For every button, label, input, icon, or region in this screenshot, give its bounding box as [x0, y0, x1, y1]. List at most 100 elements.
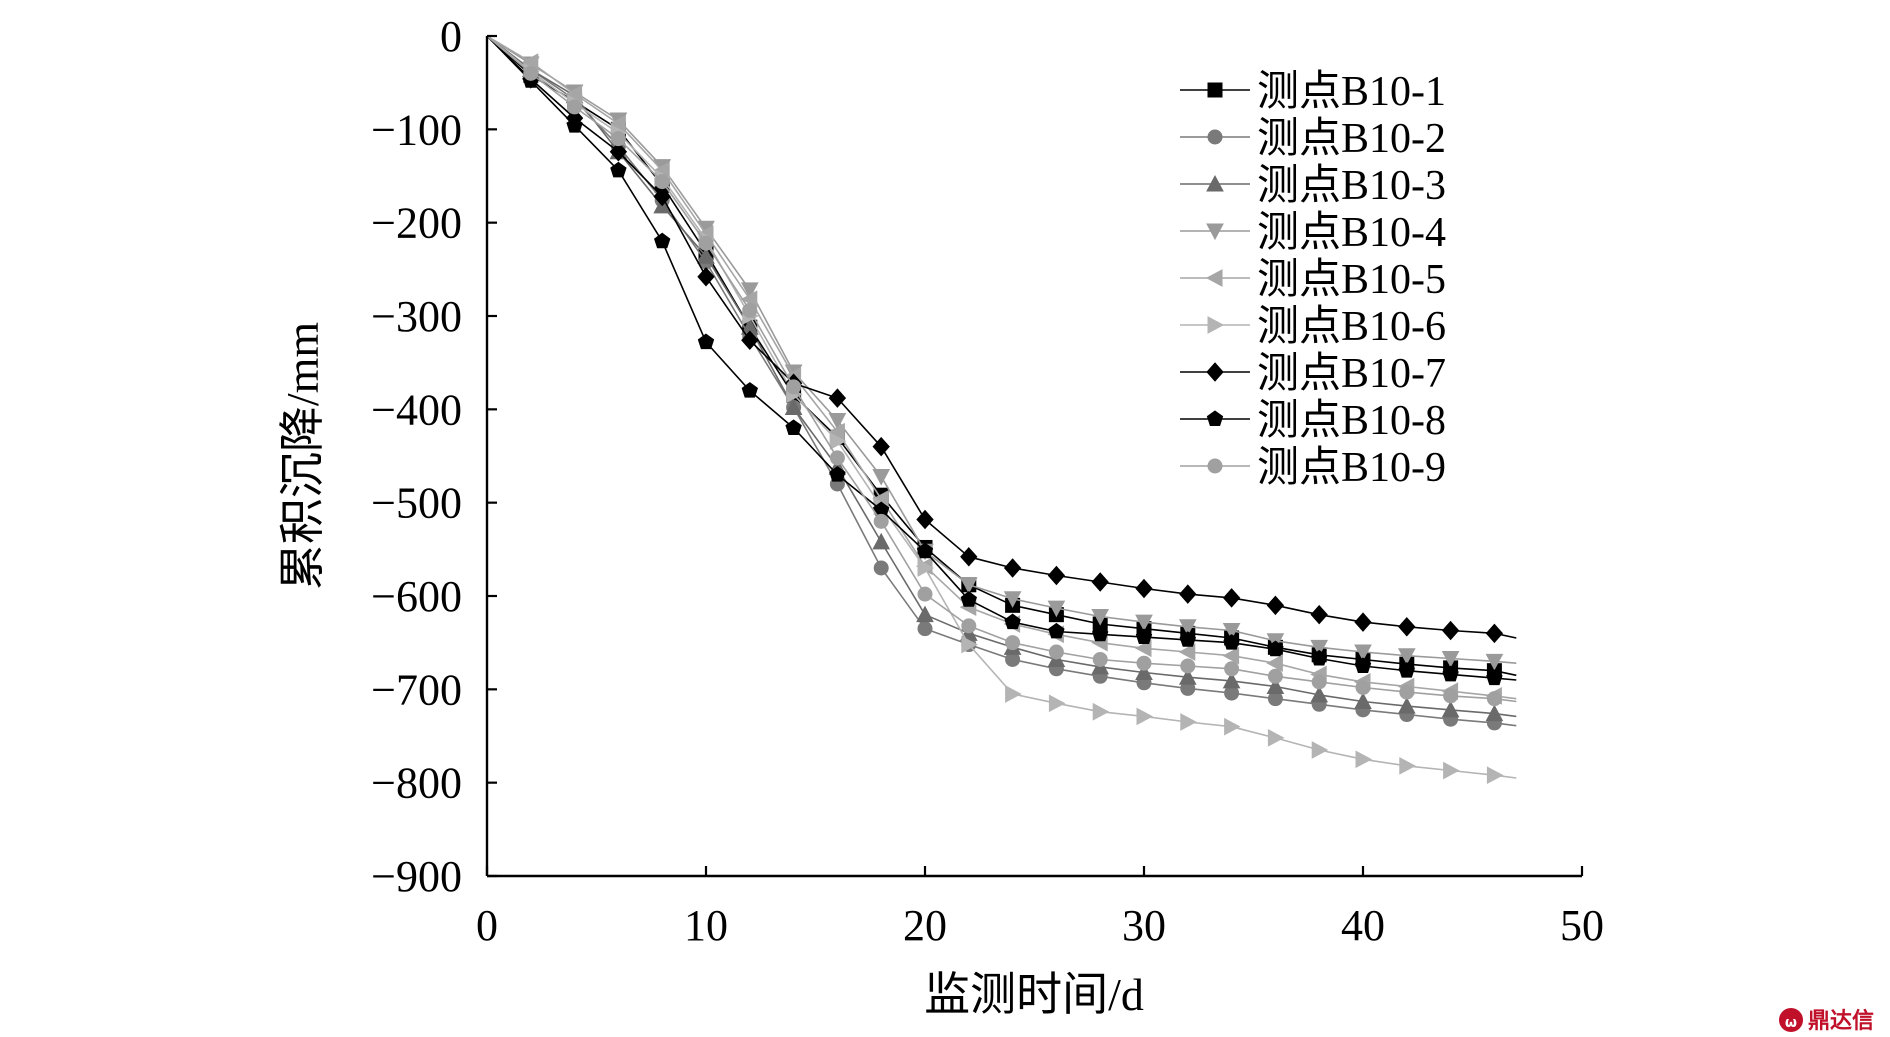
data-point — [1178, 668, 1197, 685]
data-point — [697, 333, 715, 350]
data-point — [1223, 634, 1240, 650]
data-point — [610, 161, 627, 178]
data-point — [1180, 658, 1196, 674]
x-ticks: 0 10 20 30 40 50 — [476, 866, 1604, 950]
data-point — [1485, 623, 1504, 644]
legend-marker — [1207, 129, 1223, 145]
x-axis-title: 监测时间/d — [924, 969, 1144, 1020]
data-point — [1136, 707, 1154, 726]
data-point — [828, 422, 845, 441]
legend-marker — [1207, 82, 1223, 98]
data-point — [1354, 644, 1372, 662]
data-point — [1091, 572, 1109, 592]
data-point — [1222, 588, 1241, 608]
data-point — [1005, 635, 1021, 651]
legend-item-2: 测点B10-2 — [1180, 116, 1446, 162]
data-point — [567, 99, 583, 115]
data-point — [1091, 609, 1110, 626]
data-point — [1136, 655, 1152, 671]
data-point — [1180, 713, 1197, 731]
data-point — [1399, 757, 1416, 775]
data-point — [741, 330, 759, 351]
data-point — [785, 419, 802, 435]
data-point — [654, 232, 671, 249]
legend-item-8: 测点B10-8 — [1180, 398, 1446, 444]
legend-label: 测点B10-2 — [1257, 116, 1446, 162]
x-tick-label: 20 — [903, 901, 947, 950]
data-point — [1222, 671, 1241, 689]
data-point — [1443, 688, 1459, 704]
data-point — [1178, 619, 1197, 636]
data-point — [829, 450, 845, 466]
legend-marker — [1207, 458, 1223, 474]
data-point — [917, 586, 933, 602]
data-point — [917, 621, 933, 637]
data-point — [916, 509, 934, 530]
data-point — [1397, 697, 1416, 714]
y-tick-label: −100 — [371, 105, 462, 154]
y-tick-label: −600 — [371, 572, 462, 621]
data-point — [1397, 648, 1416, 665]
data-point — [609, 141, 628, 162]
data-point — [916, 542, 934, 559]
data-point — [1355, 750, 1373, 769]
legend: 测点B10-1测点B10-2测点B10-3测点B10-4测点B10-5测点B10… — [1180, 69, 1446, 491]
data-point — [1179, 631, 1196, 647]
legend-item-7: 测点B10-7 — [1180, 351, 1446, 397]
data-point — [1179, 584, 1197, 604]
legend-item-4: 测点B10-4 — [1180, 210, 1446, 256]
data-point — [1354, 692, 1372, 709]
data-point — [1441, 651, 1460, 668]
data-point — [961, 618, 977, 634]
data-point — [1134, 639, 1152, 658]
data-point — [1003, 558, 1022, 578]
data-point — [1047, 565, 1066, 586]
data-point — [610, 131, 626, 147]
x-tick-label: 50 — [1560, 901, 1604, 950]
data-point — [1267, 640, 1284, 657]
watermark: ω 鼎达信 — [1779, 1008, 1874, 1034]
legend-label: 测点B10-8 — [1257, 398, 1446, 444]
y-tick-label: −200 — [371, 199, 462, 248]
data-point — [916, 605, 934, 623]
legend-label: 测点B10-1 — [1257, 69, 1446, 115]
watermark-logo-icon — [1779, 1008, 1803, 1032]
data-point — [872, 436, 890, 457]
data-point — [828, 388, 847, 408]
data-point — [1443, 761, 1460, 780]
data-point — [1398, 662, 1415, 678]
data-point — [1048, 622, 1065, 639]
y-tick-label: −800 — [371, 759, 462, 808]
data-point — [828, 413, 847, 430]
data-point — [873, 560, 889, 576]
watermark-logo-glyph: ω — [1785, 1015, 1797, 1031]
data-point — [1311, 741, 1329, 759]
data-point — [1048, 694, 1066, 713]
data-point — [698, 235, 714, 251]
data-point — [786, 379, 802, 395]
axes — [485, 36, 1582, 878]
data-point — [1310, 685, 1329, 703]
data-point — [1048, 644, 1064, 660]
data-point — [961, 635, 978, 654]
data-point — [1224, 717, 1241, 736]
y-tick-label: −300 — [371, 292, 462, 341]
data-point — [784, 398, 803, 415]
plot-series — [486, 35, 1517, 785]
data-point — [960, 547, 978, 567]
data-point — [1441, 700, 1460, 718]
data-point — [1266, 595, 1285, 616]
data-point — [1003, 591, 1022, 608]
data-point — [1222, 646, 1240, 665]
data-point — [609, 114, 626, 133]
data-point — [829, 466, 846, 482]
legend-marker — [1206, 410, 1224, 426]
data-point — [1005, 685, 1022, 703]
y-tick-label: −700 — [371, 665, 462, 714]
data-point — [1092, 625, 1109, 642]
data-point — [697, 247, 715, 264]
data-point — [1354, 657, 1372, 673]
data-point — [741, 382, 758, 398]
legend-label: 测点B10-6 — [1257, 304, 1446, 350]
